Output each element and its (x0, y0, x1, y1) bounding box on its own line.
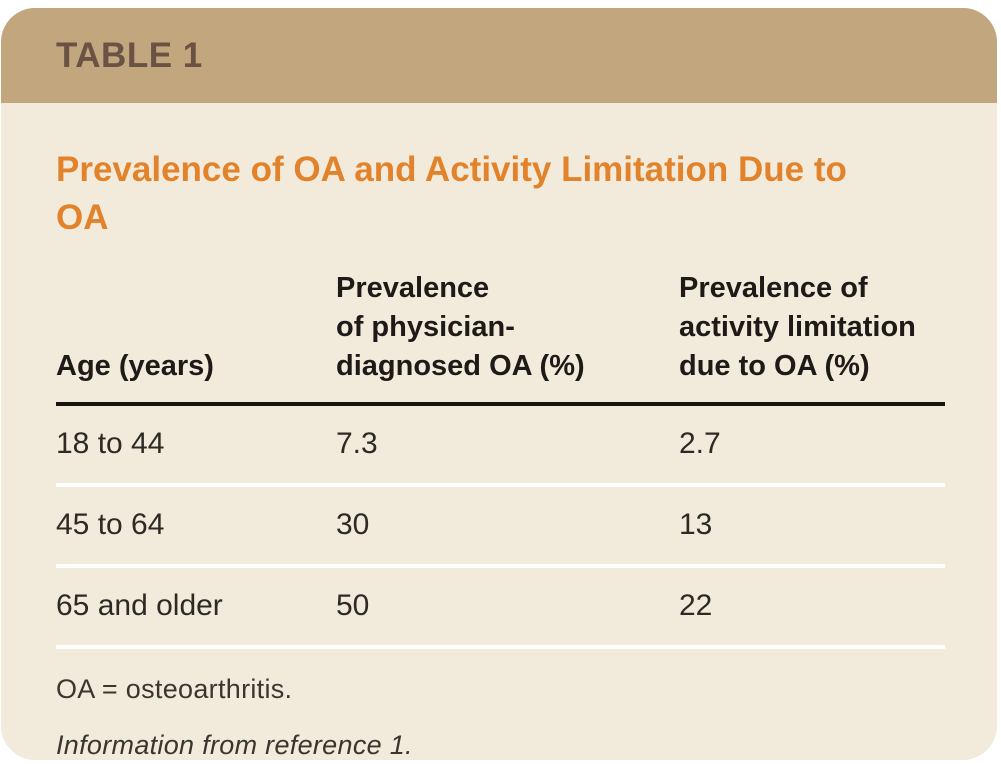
table-card-header-band: TABLE 1 (1, 8, 997, 103)
cell-physician-diagnosed-oa: 50 (336, 565, 679, 649)
table-row: 18 to 44 7.3 2.7 (56, 403, 945, 487)
table-header-row: Age (years) Prevalence of physician- dia… (56, 268, 945, 406)
table-row: 45 to 64 30 13 (56, 484, 945, 568)
cell-physician-diagnosed-oa: 7.3 (336, 403, 679, 487)
column-header-activity-limitation: Prevalence of activity limitation due to… (679, 268, 945, 406)
table-card-body: Prevalence of OA and Activity Limitation… (1, 103, 997, 760)
cell-activity-limitation: 13 (679, 484, 945, 568)
cell-physician-diagnosed-oa: 30 (336, 484, 679, 568)
prevalence-table: Age (years) Prevalence of physician- dia… (56, 268, 945, 649)
table-number-label: TABLE 1 (56, 35, 203, 75)
abbreviation-note: OA = osteoarthritis. (56, 673, 293, 704)
source-note: Information from reference 1. (56, 729, 413, 760)
footnotes: OA = osteoarthritis. Information from re… (56, 674, 945, 760)
cell-age: 18 to 44 (56, 403, 336, 487)
column-header-physician-diagnosed-oa: Prevalence of physician- diagnosed OA (%… (336, 268, 679, 406)
cell-activity-limitation: 22 (679, 565, 945, 649)
cell-age: 45 to 64 (56, 484, 336, 568)
table-row: 65 and older 50 22 (56, 565, 945, 649)
cell-age: 65 and older (56, 565, 336, 649)
table-title: Prevalence of OA and Activity Limitation… (56, 150, 847, 238)
column-header-age: Age (years) (56, 268, 336, 406)
table-card: TABLE 1 Prevalence of OA and Activity Li… (1, 8, 997, 760)
cell-activity-limitation: 2.7 (679, 403, 945, 487)
